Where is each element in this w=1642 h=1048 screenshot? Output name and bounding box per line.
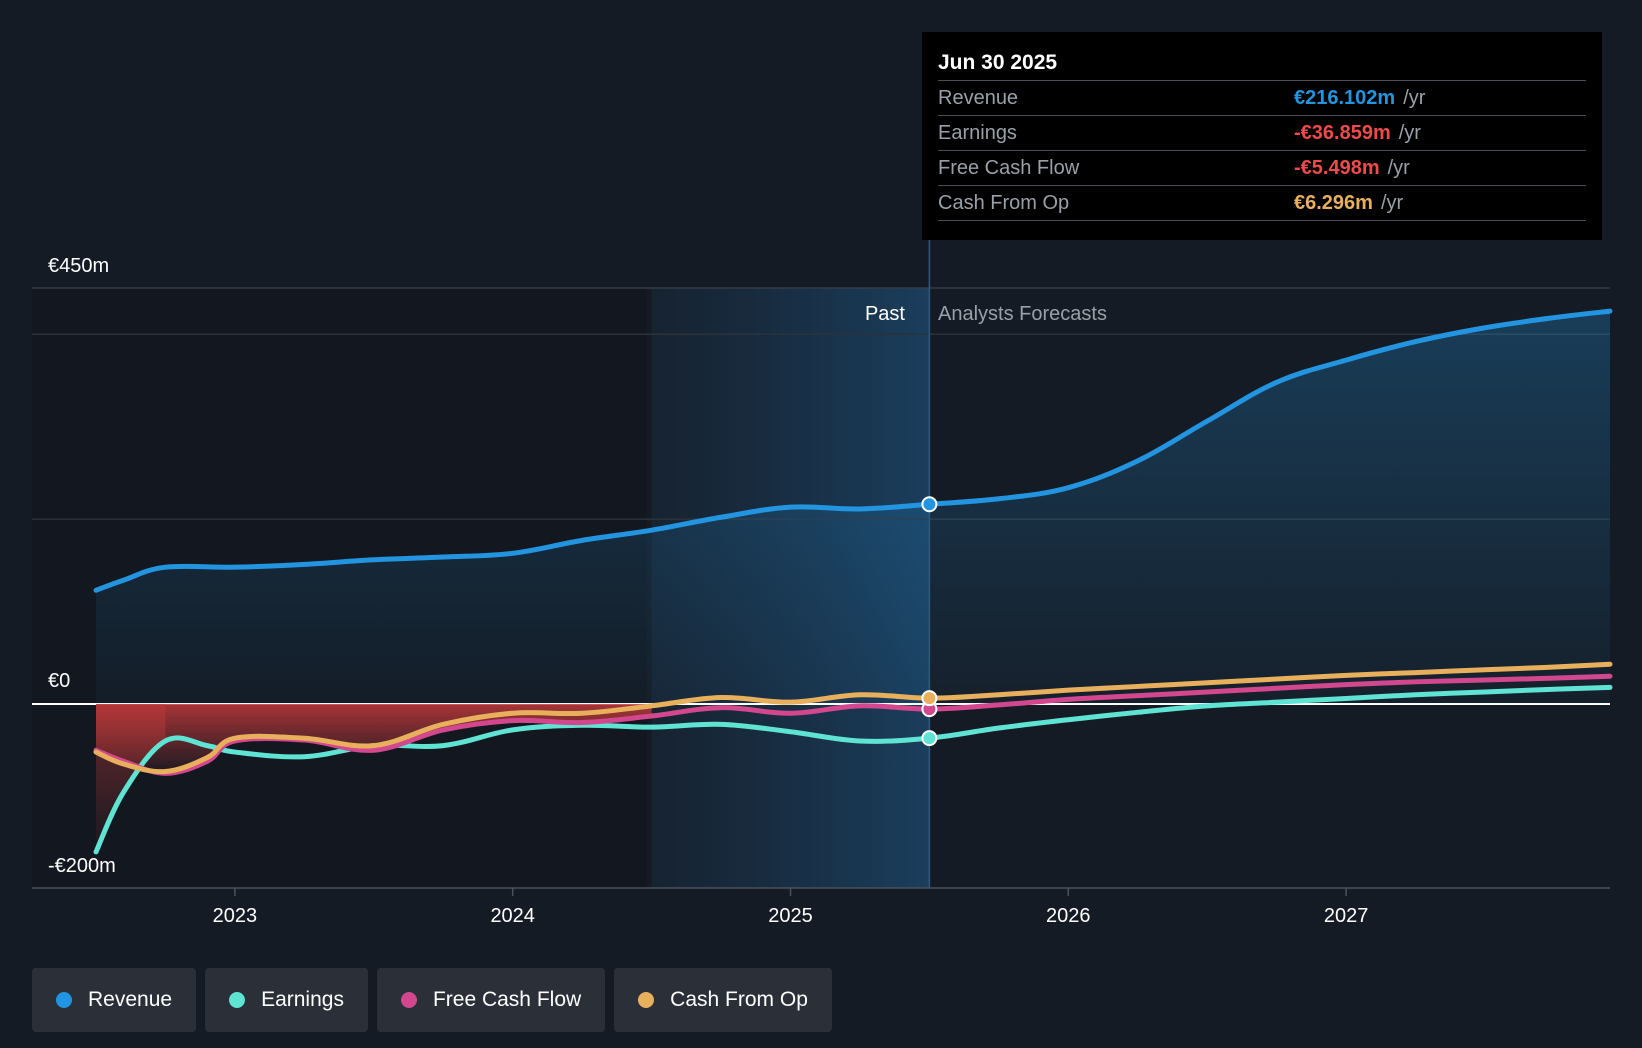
cash-from-op-line	[93, 661, 1613, 775]
revenue-line	[93, 308, 1613, 593]
x-tick-label: 2027	[1324, 905, 1369, 927]
x-tick-label: 2026	[1046, 905, 1091, 927]
tooltip-value: €216.102m	[1294, 87, 1396, 109]
hover-markers	[921, 496, 938, 747]
tooltip-label: Free Cash Flow	[938, 157, 1080, 179]
tooltip-label: Earnings	[938, 122, 1017, 144]
legend-label: Revenue	[88, 988, 173, 1011]
legend-item-revenue[interactable]: Revenue	[32, 968, 197, 1032]
legend-label: Cash From Op	[670, 988, 808, 1011]
y-axis-labels: €450m €0 -€200m	[48, 255, 116, 877]
revenue-dot-icon	[56, 992, 72, 1008]
tooltip-label: Cash From Op	[938, 192, 1070, 214]
negative-area	[96, 704, 652, 774]
legend-item-earnings[interactable]: Earnings	[205, 968, 368, 1032]
legend-label: Earnings	[261, 988, 344, 1011]
y-tick-label-top: €450m	[48, 255, 109, 277]
tooltip: Jun 30 2025 Revenue €216.102m /yr Earnin…	[922, 32, 1602, 240]
legend: Revenue Earnings Free Cash Flow Cash Fro…	[32, 968, 832, 1032]
x-tick-label: 2024	[490, 905, 535, 927]
tooltip-row-revenue: Revenue €216.102m /yr	[938, 81, 1586, 116]
cash-from-op-marker	[921, 690, 938, 707]
tooltip-row-earnings: Earnings -€36.859m /yr	[938, 116, 1586, 151]
revenue-marker	[921, 496, 938, 513]
y-tick-label-bottom: -€200m	[48, 855, 116, 877]
legend-item-cash-from-op[interactable]: Cash From Op	[614, 968, 832, 1032]
tooltip-value: -€36.859m	[1294, 122, 1391, 144]
x-tick-label: 2023	[213, 905, 258, 927]
tooltip-value: -€5.498m	[1294, 157, 1380, 179]
legend-label: Free Cash Flow	[432, 988, 582, 1011]
x-tick-label: 2025	[768, 905, 813, 927]
tooltip-unit: /yr	[1380, 192, 1404, 214]
past-label: Past	[865, 303, 905, 325]
tooltip-unit: /yr	[1403, 87, 1426, 109]
tooltip-date: Jun 30 2025	[938, 46, 1586, 81]
tooltip-value: €6.296m	[1294, 192, 1373, 214]
forecast-label: Analysts Forecasts	[938, 303, 1107, 325]
tooltip-row-cash-from-op: Cash From Op €6.296m /yr	[938, 186, 1586, 221]
tooltip-unit: /yr	[1387, 157, 1410, 179]
tooltip-row-free-cash-flow: Free Cash Flow -€5.498m /yr	[938, 151, 1586, 186]
earnings-dot-icon	[229, 992, 246, 1008]
tooltip-unit: /yr	[1398, 122, 1421, 144]
earnings-line	[93, 684, 1613, 855]
tooltip-label: Revenue	[938, 87, 1019, 109]
y-tick-label-zero: €0	[48, 670, 70, 692]
cash-from-op-dot-icon	[638, 992, 655, 1008]
legend-item-free-cash-flow[interactable]: Free Cash Flow	[376, 968, 606, 1032]
series-lines	[93, 308, 1613, 855]
earnings-marker	[921, 730, 938, 747]
free-cash-flow-dot-icon	[400, 992, 417, 1008]
x-axis-labels: 2023 2024 2025 2026 2027	[213, 888, 1369, 927]
